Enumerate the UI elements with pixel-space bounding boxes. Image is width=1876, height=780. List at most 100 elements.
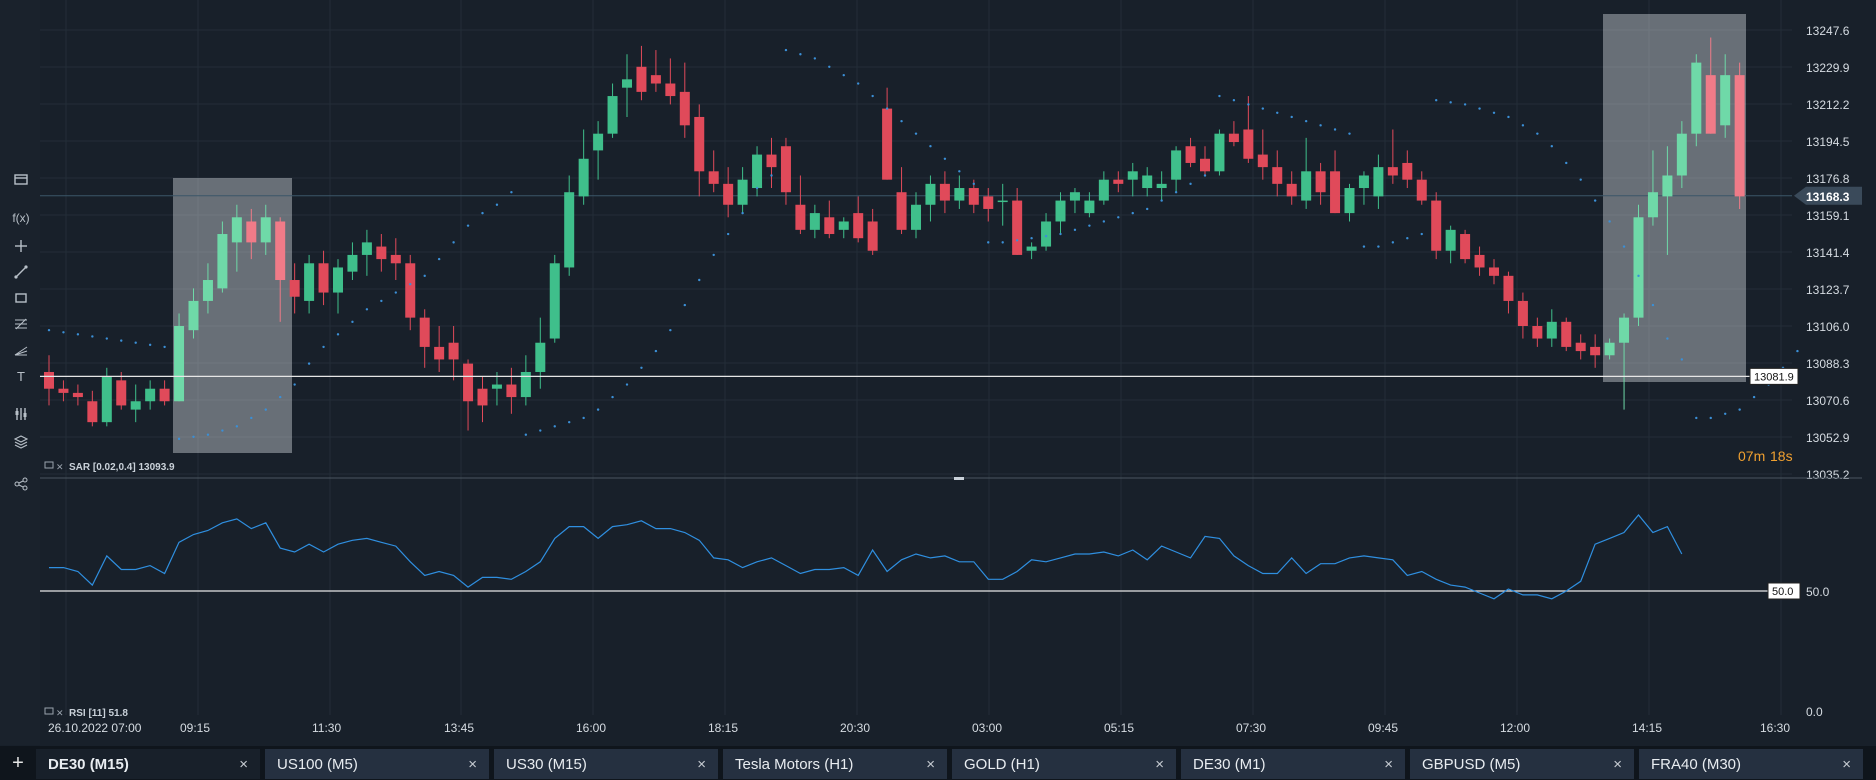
candle-body xyxy=(463,363,474,402)
sar-dot xyxy=(914,132,918,135)
time-tick-label: 12:00 xyxy=(1500,721,1530,735)
tab-label: US100 (M5) xyxy=(277,755,358,773)
candle-body xyxy=(650,75,661,84)
sar-dot xyxy=(1189,182,1192,186)
candle-body xyxy=(1387,167,1398,176)
close-icon[interactable]: × xyxy=(1613,755,1622,773)
close-icon[interactable]: × xyxy=(1155,755,1164,773)
close-icon[interactable]: × xyxy=(1842,755,1851,773)
tab-label: GBPUSD (M5) xyxy=(1422,755,1521,773)
add-tab-button[interactable]: + xyxy=(12,751,24,774)
candle-body xyxy=(1344,188,1355,214)
sar-dot xyxy=(625,383,629,386)
sar-dot xyxy=(596,408,600,411)
sar-dot xyxy=(900,119,903,123)
time-tick-label: 05:15 xyxy=(1104,721,1134,735)
candle-body xyxy=(997,200,1008,203)
candle-body xyxy=(708,171,719,184)
sar-dot xyxy=(365,308,369,311)
rsi-level-badge xyxy=(1767,582,1801,600)
sar-dot xyxy=(1565,161,1568,165)
sar-dot xyxy=(958,170,961,173)
price-tick-label: 13194.5 xyxy=(1806,135,1850,149)
candle-body xyxy=(260,217,271,243)
candle-body xyxy=(1633,217,1644,318)
candle-body xyxy=(246,221,257,243)
countdown-seconds: 18s xyxy=(1770,448,1793,464)
tab-tesla-motors-h1[interactable]: Tesla Motors (H1) × xyxy=(723,749,947,779)
sar-dot xyxy=(1232,99,1236,102)
rectangle-icon[interactable] xyxy=(10,287,32,309)
close-icon[interactable]: × xyxy=(239,755,248,773)
close-icon[interactable]: × xyxy=(697,755,706,773)
tab-gold-h1[interactable]: GOLD (H1) × xyxy=(952,749,1176,779)
sar-dot xyxy=(495,203,499,206)
tab-de30-m15[interactable]: DE30 (M15) × xyxy=(36,749,260,779)
rsi-indicator-label: RSI [11] 51.8 xyxy=(69,708,128,719)
time-tick-label: 16:00 xyxy=(576,721,606,735)
sar-dot xyxy=(120,339,123,342)
sar-dot xyxy=(235,425,239,428)
crosshair-icon[interactable] xyxy=(10,235,32,257)
sar-dot xyxy=(394,291,397,294)
time-tick-label: 09:45 xyxy=(1368,721,1398,735)
sar-dot xyxy=(264,408,267,411)
level-badge xyxy=(1749,367,1799,385)
rsi-level-badge-label: 50.0 xyxy=(1772,586,1793,598)
price-chart[interactable]: 13247.6 13229.9 13212.2 13194.5 13176.8 13159… xyxy=(0,0,1876,745)
pitchfork-icon[interactable] xyxy=(10,339,32,361)
tab-fra40-m30[interactable]: FRA40 (M30) × xyxy=(1639,749,1863,779)
tab-us100-m5[interactable]: US100 (M5) × xyxy=(265,749,489,779)
candle-body xyxy=(318,263,329,293)
sar-dot xyxy=(1319,124,1322,127)
sar-dot xyxy=(929,145,932,148)
sar-dot xyxy=(1709,416,1712,420)
candle-body xyxy=(766,154,777,168)
sar-dot xyxy=(76,333,80,336)
text-icon[interactable]: T xyxy=(17,368,25,384)
candle-body xyxy=(347,254,358,272)
layout-icon[interactable] xyxy=(10,169,32,191)
sar-dot xyxy=(698,278,701,282)
sar-dot xyxy=(1174,191,1178,194)
tab-gbpusd-m5[interactable]: GBPUSD (M5) × xyxy=(1410,749,1634,779)
candle-body xyxy=(1286,183,1297,197)
layers-icon[interactable] xyxy=(10,431,32,453)
sar-dot xyxy=(943,157,947,160)
sar-dot xyxy=(726,232,730,236)
candle-body xyxy=(44,371,54,389)
divider-handle[interactable] xyxy=(954,477,964,480)
candle-body xyxy=(1474,254,1485,268)
tab-us30-m15[interactable]: US30 (M15) × xyxy=(494,749,718,779)
rsi-tick-label: 50.0 xyxy=(1806,585,1830,599)
share-icon[interactable] xyxy=(10,473,32,495)
candle-body xyxy=(72,392,83,398)
price-tick-label: 13212.2 xyxy=(1806,98,1850,112)
sar-dot xyxy=(568,420,571,424)
fibonacci-icon[interactable] xyxy=(10,313,32,335)
time-tick-label: 09:15 xyxy=(180,721,210,735)
indicators-icon[interactable] xyxy=(10,403,32,425)
sar-indicator-label: SAR [0.02,0.4] 13093.9 xyxy=(69,462,175,473)
sar-dot xyxy=(712,253,715,257)
candle-body xyxy=(593,133,604,151)
close-icon[interactable]: × xyxy=(926,755,935,773)
candle-body xyxy=(231,217,242,243)
sar-dot xyxy=(148,343,152,347)
candle-body xyxy=(737,179,748,205)
close-icon[interactable]: × xyxy=(1384,755,1393,773)
candle-body xyxy=(1590,346,1601,356)
candle-body xyxy=(434,346,445,360)
time-tick-label: 07:30 xyxy=(1236,721,1266,735)
settings-icon[interactable] xyxy=(44,461,54,469)
candle-body xyxy=(419,317,430,347)
candle-body xyxy=(130,401,141,410)
sar-dot xyxy=(799,53,802,56)
trendline-icon[interactable] xyxy=(10,261,32,283)
tab-de30-m1[interactable]: DE30 (M1) × xyxy=(1181,749,1405,779)
rsi-line xyxy=(49,514,1683,600)
close-icon[interactable]: × xyxy=(468,755,477,773)
function-icon[interactable]: f(x) xyxy=(12,211,30,225)
settings-icon[interactable] xyxy=(44,707,54,715)
time-tick-label: 18:15 xyxy=(708,721,738,735)
